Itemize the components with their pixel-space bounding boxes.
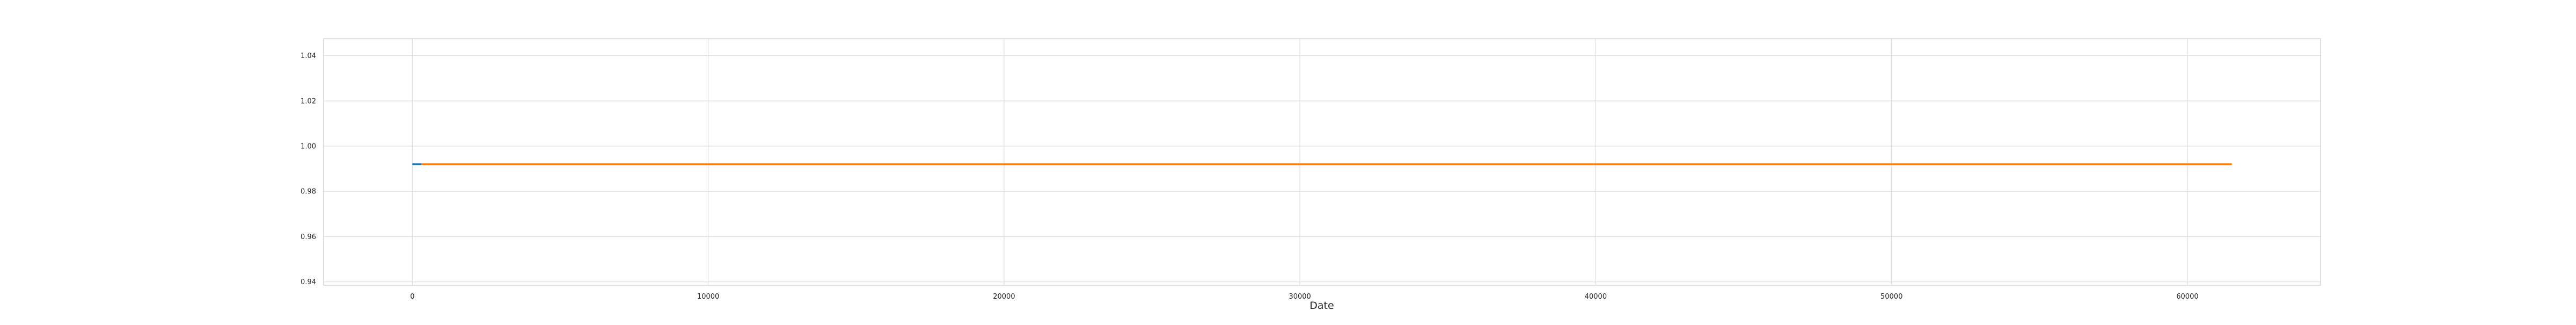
x-tick-label: 20000 xyxy=(993,293,1015,301)
x-tick-label: 10000 xyxy=(697,293,719,301)
y-tick-label: 1.02 xyxy=(301,97,316,105)
x-tick-label: 0 xyxy=(410,293,414,301)
y-tick-label: 1.00 xyxy=(301,143,316,151)
plot-background xyxy=(324,39,2321,285)
x-tick-label: 30000 xyxy=(1289,293,1311,301)
y-tick-label: 0.96 xyxy=(301,233,316,241)
plot-frame xyxy=(323,38,2321,286)
x-tick-label: 60000 xyxy=(2176,293,2198,301)
y-tick-label: 0.98 xyxy=(301,188,316,196)
x-tick-label: 50000 xyxy=(1880,293,1902,301)
grid xyxy=(324,39,2321,285)
y-axis: 0.94 0.96 0.98 1.00 1.02 1.04 xyxy=(301,52,316,286)
x-axis-label: Date xyxy=(1309,300,1334,312)
y-tick-label: 0.94 xyxy=(301,278,316,286)
y-tick-label: 1.04 xyxy=(301,52,316,60)
x-axis: 0 10000 20000 30000 40000 50000 60000 xyxy=(410,293,2198,301)
x-tick-label: 40000 xyxy=(1585,293,1607,301)
